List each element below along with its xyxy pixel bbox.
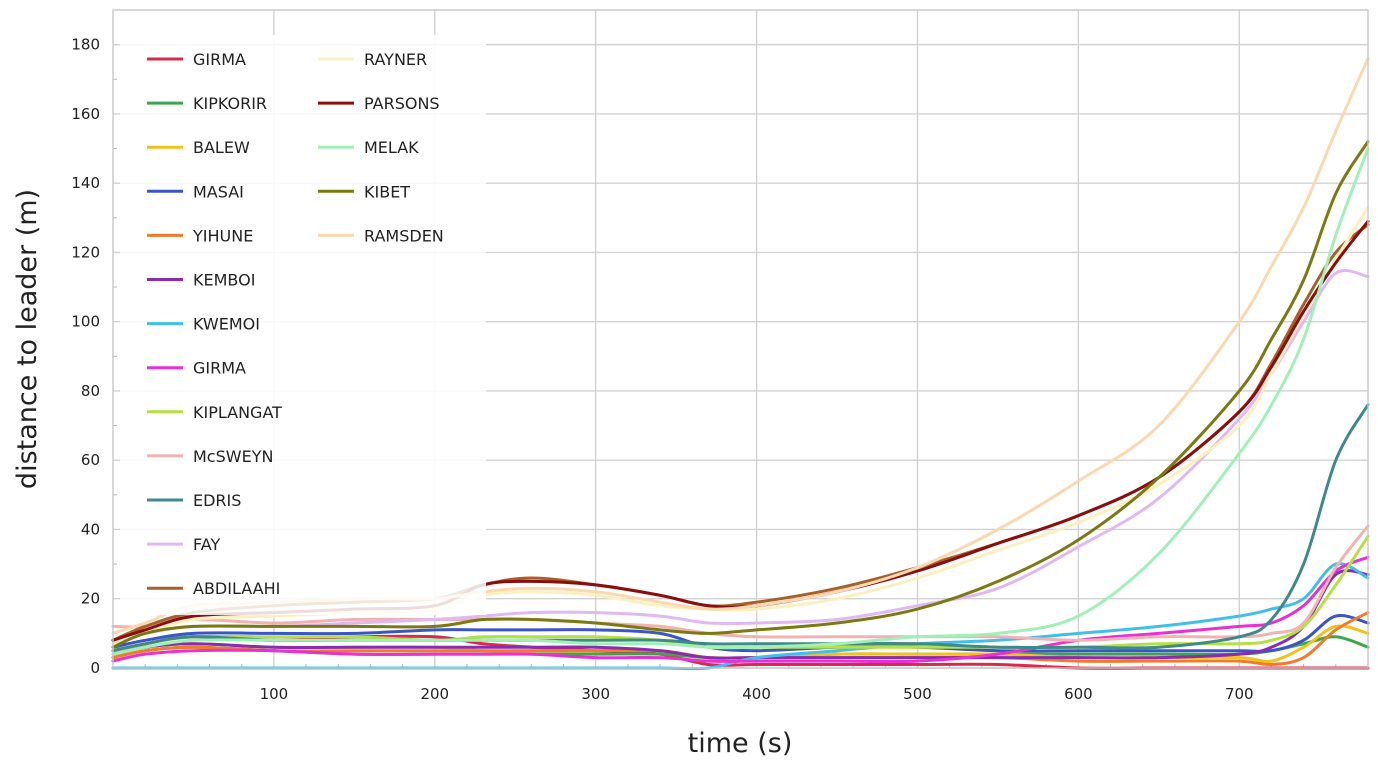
- legend-label: YIHUNE: [192, 226, 253, 245]
- legend-label: MELAK: [364, 138, 419, 157]
- legend-label: GIRMA: [193, 359, 246, 378]
- y-tick-label: 20: [81, 590, 100, 608]
- legend-label: RAYNER: [364, 50, 427, 69]
- y-tick-label: 60: [81, 451, 100, 469]
- legend-label: KIBET: [364, 182, 410, 201]
- series-layer: [111, 57, 1370, 671]
- y-tick-label: 160: [71, 105, 100, 123]
- x-tick-label: 400: [742, 685, 771, 703]
- plot-frame: [112, 9, 1369, 669]
- x-tick-labels: 100 200 300 400 500 600 700: [260, 685, 1254, 703]
- y-tick-label: 180: [71, 36, 100, 54]
- legend-label: MASAI: [193, 182, 244, 201]
- legend-label: RAMSDEN: [364, 226, 444, 245]
- legend: GIRMA KIPKORIR BALEW MASAI YIHUNE KEMBOI KWEMO…: [120, 35, 486, 615]
- x-tick-label: 500: [903, 685, 932, 703]
- legend-label: McSWEYN: [193, 447, 273, 466]
- legend-label: KIPLANGAT: [193, 403, 282, 422]
- y-tick-label: 40: [81, 520, 100, 538]
- series-line-girma: [111, 555, 1370, 664]
- y-tick-label: 120: [71, 243, 100, 261]
- legend-label: KIPKORIR: [193, 94, 267, 113]
- series-line-fay: [111, 269, 1370, 642]
- legend-label: FAY: [193, 535, 220, 554]
- x-tick-label: 300: [581, 685, 610, 703]
- x-tick-label: 100: [260, 685, 289, 703]
- y-tick-label: 140: [71, 174, 100, 192]
- series-line-kibet: [111, 140, 1370, 649]
- series-line-melak: [111, 147, 1370, 656]
- x-tick-label: 700: [1225, 685, 1254, 703]
- y-axis-title: distance to leader (m): [12, 189, 43, 489]
- legend-label: PARSONS: [364, 94, 440, 113]
- legend-label: KEMBOI: [193, 271, 255, 290]
- x-tick-label: 600: [1064, 685, 1093, 703]
- x-tick-label: 200: [420, 685, 449, 703]
- x-axis-title: time (s): [688, 728, 793, 759]
- legend-label: GIRMA: [193, 50, 246, 69]
- y-tick-label: 0: [90, 659, 100, 677]
- legend-label: ABDILAAHI: [193, 579, 280, 598]
- legend-label: KWEMOI: [193, 315, 260, 334]
- legend-label: EDRIS: [193, 491, 241, 510]
- y-tick-labels: 0 20 40 60 80 100 120 140 160 180: [71, 36, 100, 677]
- series-line-mcsweyn: [111, 524, 1370, 642]
- y-tick-label: 100: [71, 313, 100, 331]
- legend-label: BALEW: [193, 138, 250, 157]
- series-line-masai: [111, 614, 1370, 653]
- series-line-kemboi: [111, 569, 1370, 660]
- y-tick-label: 80: [81, 382, 100, 400]
